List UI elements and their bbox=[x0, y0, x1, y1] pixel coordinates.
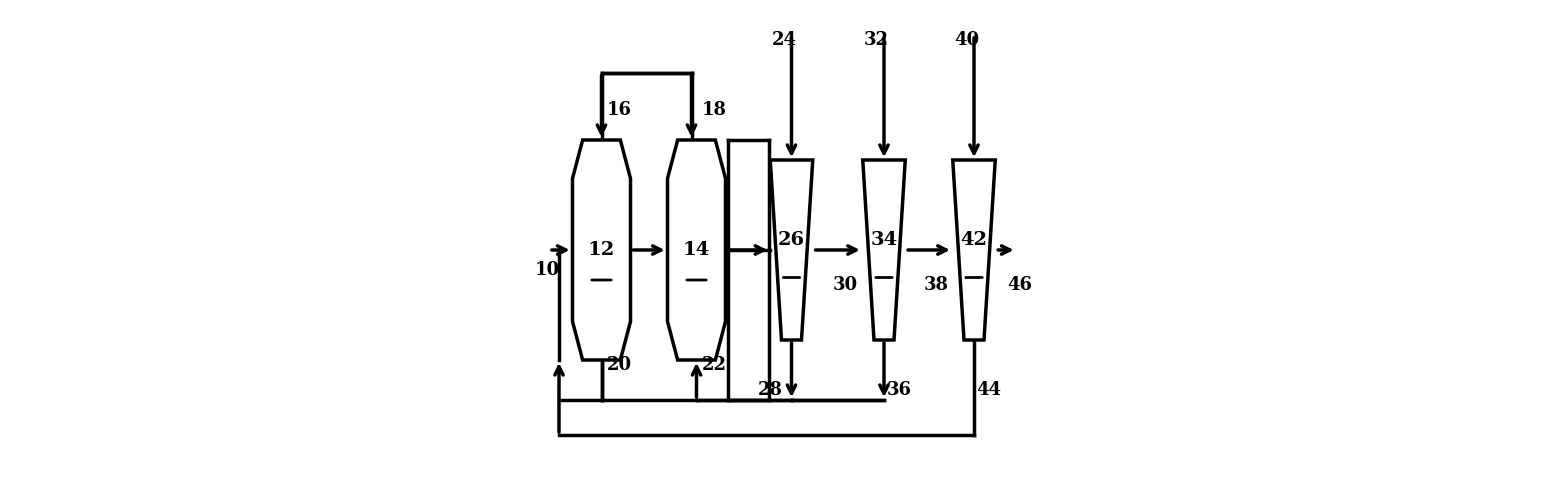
Polygon shape bbox=[952, 160, 995, 340]
Text: 14: 14 bbox=[683, 241, 711, 259]
Polygon shape bbox=[667, 140, 726, 360]
Text: 38: 38 bbox=[924, 276, 949, 294]
Text: 20: 20 bbox=[607, 356, 632, 374]
Text: 46: 46 bbox=[1008, 276, 1033, 294]
Text: 16: 16 bbox=[607, 101, 632, 119]
Text: 12: 12 bbox=[588, 241, 615, 259]
Text: 40: 40 bbox=[954, 31, 978, 49]
Polygon shape bbox=[862, 160, 906, 340]
Polygon shape bbox=[573, 140, 630, 360]
Text: 36: 36 bbox=[887, 381, 912, 399]
Text: 28: 28 bbox=[757, 381, 782, 399]
Text: 18: 18 bbox=[701, 101, 726, 119]
Polygon shape bbox=[771, 160, 813, 340]
Text: 32: 32 bbox=[864, 31, 889, 49]
Text: 22: 22 bbox=[701, 356, 726, 374]
Text: 44: 44 bbox=[977, 381, 1002, 399]
Text: 10: 10 bbox=[536, 261, 560, 279]
Text: 34: 34 bbox=[870, 231, 898, 249]
Text: 30: 30 bbox=[833, 276, 858, 294]
Text: 42: 42 bbox=[960, 231, 988, 249]
Text: 24: 24 bbox=[771, 31, 797, 49]
Text: 26: 26 bbox=[779, 231, 805, 249]
